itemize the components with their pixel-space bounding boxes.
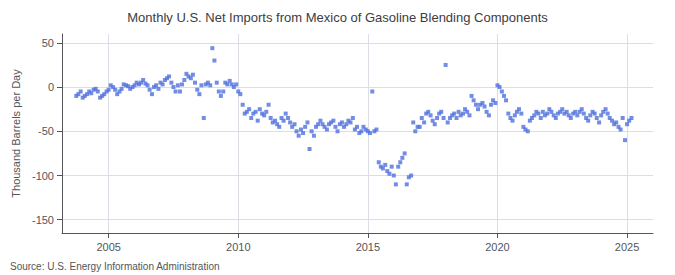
svg-text:2015: 2015	[356, 241, 380, 253]
svg-text:50: 50	[42, 37, 54, 49]
svg-text:-50: -50	[38, 125, 54, 137]
svg-text:2025: 2025	[615, 241, 639, 253]
svg-text:-100: -100	[32, 170, 54, 182]
svg-text:Source: U.S. Energy Informatio: Source: U.S. Energy Information Administ…	[10, 261, 220, 272]
svg-text:2005: 2005	[96, 241, 120, 253]
svg-text:2020: 2020	[485, 241, 509, 253]
svg-text:0: 0	[48, 81, 54, 93]
svg-text:Monthly U.S. Net Imports from: Monthly U.S. Net Imports from Mexico of …	[127, 10, 548, 25]
svg-text:Thousand Barrels per Day: Thousand Barrels per Day	[10, 69, 22, 198]
svg-text:2010: 2010	[226, 241, 250, 253]
svg-text:-150: -150	[32, 214, 54, 226]
